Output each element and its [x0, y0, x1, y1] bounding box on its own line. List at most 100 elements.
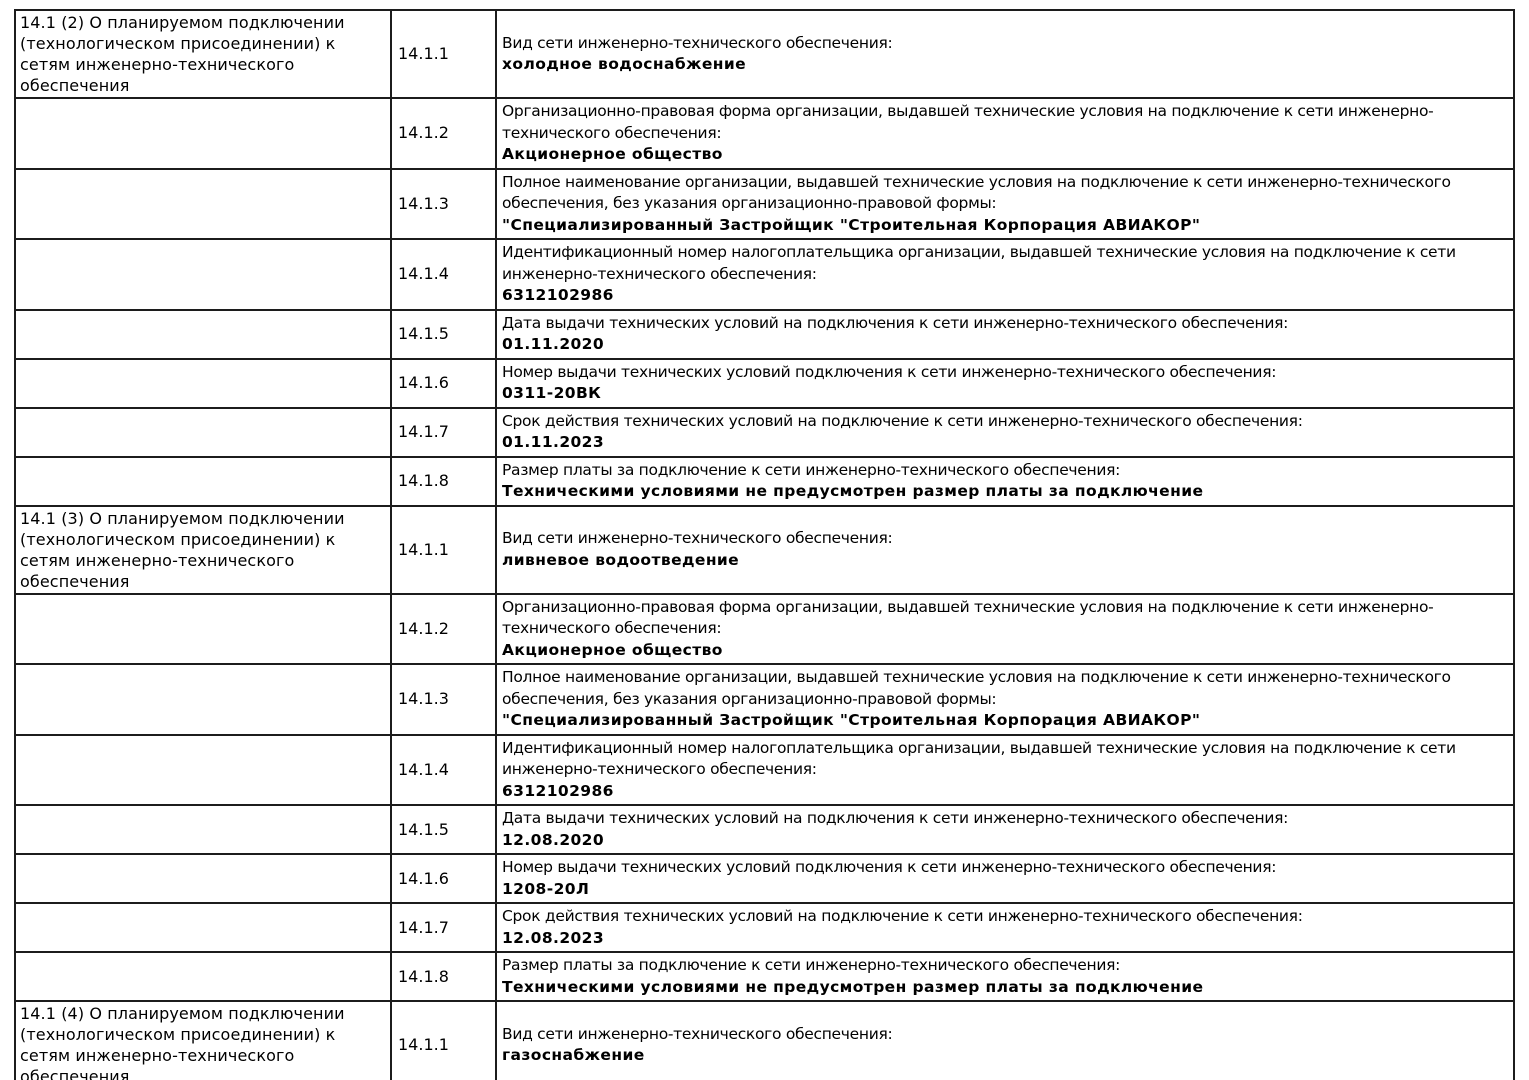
- item-label: Полное наименование организации, выдавше…: [502, 668, 1451, 708]
- section-title-cell: [14, 357, 392, 409]
- item-content-cell: Срок действия технических условий на под…: [495, 406, 1515, 458]
- item-label: Дата выдачи технических условий на подкл…: [502, 313, 1289, 332]
- item-content-cell: Полное наименование организации, выдавше…: [495, 167, 1515, 240]
- table-row: 14.1.2 Организационно-правовая форма орга…: [14, 97, 1515, 170]
- table-row: 14.1 (2) О планируемом подключении (техн…: [14, 9, 1515, 99]
- item-value: ливневое водоотведение: [502, 550, 740, 569]
- item-number-cell: 14.1.4: [390, 733, 497, 806]
- section-title-cell: [14, 167, 392, 240]
- item-number-cell: 14.1.2: [390, 97, 497, 170]
- item-value: 1208-20Л: [502, 879, 590, 898]
- section-title-cell: 14.1 (3) О планируемом подключении (техн…: [14, 504, 392, 595]
- item-number: 14.1.3: [398, 193, 449, 213]
- table-row: 14.1.6 Номер выдачи технических условий п…: [14, 357, 1515, 409]
- item-content-cell: Организационно-правовая форма организаци…: [495, 592, 1515, 665]
- item-value: 01.11.2020: [502, 335, 605, 353]
- item-value: 6312102986: [502, 781, 614, 800]
- section-title-cell: [14, 308, 392, 360]
- section-title-cell: [14, 97, 392, 170]
- item-label: Срок действия технических условий на под…: [502, 907, 1303, 925]
- item-value: 6312102986: [502, 286, 614, 304]
- item-number-cell: 14.1.6: [390, 853, 497, 904]
- item-content-cell: Вид сети инженерно-технического обеспече…: [495, 504, 1515, 595]
- item-number-cell: 14.1.1: [390, 9, 497, 99]
- table-row: 14.1.6 Номер выдачи технических условий п…: [14, 853, 1515, 904]
- item-content-cell: Идентификационный номер налогоплательщик…: [495, 238, 1515, 311]
- item-content-cell: Номер выдачи технических условий подключ…: [495, 357, 1515, 409]
- table-row: 14.1.4 Идентификационный номер налогоплат…: [14, 238, 1515, 311]
- table-body: 14.1 (2) О планируемом подключении (техн…: [14, 9, 1515, 1080]
- section-title-cell: [14, 733, 392, 806]
- item-number: 14.1.6: [398, 868, 449, 888]
- section-title-cell: 14.1 (4) О планируемом подключении (техн…: [14, 1000, 392, 1080]
- item-number-cell: 14.1.4: [390, 238, 497, 311]
- section-title: 14.1 (3) О планируемом подключении (техн…: [20, 508, 345, 591]
- item-label: Вид сети инженерно-технического обеспече…: [502, 529, 893, 547]
- table-row: 14.1.5 Дата выдачи технических условий на…: [14, 308, 1515, 360]
- section-title: 14.1 (2) О планируемом подключении (техн…: [20, 13, 345, 95]
- item-value: 12.08.2020: [502, 830, 605, 849]
- item-label: Размер платы за подключение к сети инжен…: [502, 956, 1121, 974]
- table-row: 14.1 (3) О планируемом подключении (техн…: [14, 504, 1515, 595]
- section-title-cell: [14, 238, 392, 311]
- table-row: 14.1.5 Дата выдачи технических условий на…: [14, 804, 1515, 855]
- item-label: Вид сети инженерно-технического обеспече…: [502, 1024, 893, 1043]
- item-number-cell: 14.1.1: [390, 1000, 497, 1080]
- item-number: 14.1.4: [398, 759, 449, 779]
- item-label: Номер выдачи технических условий подключ…: [502, 362, 1277, 381]
- item-number-cell: 14.1.7: [390, 902, 497, 953]
- item-number-cell: 14.1.8: [390, 951, 497, 1002]
- item-content-cell: Идентификационный номер налогоплательщик…: [495, 733, 1515, 806]
- table-row: 14.1.7 Срок действия технических условий …: [14, 902, 1515, 953]
- item-value: газоснабжение: [502, 1046, 645, 1064]
- item-number-cell: 14.1.1: [390, 504, 497, 595]
- item-value: 0311-20ВК: [502, 384, 602, 402]
- item-label: Дата выдачи технических условий на подкл…: [502, 809, 1289, 827]
- item-value: 01.11.2023: [502, 433, 605, 451]
- item-number-cell: 14.1.7: [390, 406, 497, 458]
- section-title-cell: 14.1 (2) О планируемом подключении (техн…: [14, 9, 392, 99]
- item-content-cell: Номер выдачи технических условий подключ…: [495, 853, 1515, 904]
- section-title-cell: [14, 902, 392, 953]
- item-label: Срок действия технических условий на под…: [502, 411, 1303, 430]
- item-number: 14.1.7: [398, 422, 449, 441]
- section-title-cell: [14, 455, 392, 507]
- table-row: 14.1.3 Полное наименование организации, в…: [14, 167, 1515, 240]
- item-number: 14.1.4: [398, 264, 449, 284]
- item-content-cell: Срок действия технических условий на под…: [495, 902, 1515, 953]
- item-number: 14.1.5: [398, 819, 449, 839]
- item-value: 12.08.2023: [502, 928, 605, 947]
- item-label: Размер платы за подключение к сети инжен…: [502, 460, 1121, 479]
- item-number-cell: 14.1.3: [390, 663, 497, 736]
- item-value: холодное водоснабжение: [502, 55, 747, 73]
- item-value: "Специализированный Застройщик "Строител…: [502, 711, 1201, 729]
- item-content-cell: Организационно-правовая форма организаци…: [495, 97, 1515, 170]
- item-number-cell: 14.1.6: [390, 357, 497, 409]
- item-number-cell: 14.1.8: [390, 455, 497, 507]
- item-value: Техническими условиями не предусмотрен р…: [502, 482, 1204, 500]
- table-row: 14.1.3 Полное наименование организации, в…: [14, 663, 1515, 736]
- item-label: Организационно-правовая форма организаци…: [502, 597, 1434, 638]
- item-number-cell: 14.1.3: [390, 167, 497, 240]
- item-number-cell: 14.1.5: [390, 308, 497, 360]
- item-content-cell: Размер платы за подключение к сети инжен…: [495, 455, 1515, 507]
- section-title-cell: [14, 853, 392, 904]
- item-content-cell: Дата выдачи технических условий на подкл…: [495, 308, 1515, 360]
- item-content-cell: Дата выдачи технических условий на подкл…: [495, 804, 1515, 855]
- section-title-cell: [14, 951, 392, 1002]
- item-value: Акционерное общество: [502, 640, 723, 659]
- item-number: 14.1.1: [398, 1035, 449, 1054]
- item-number-cell: 14.1.2: [390, 592, 497, 665]
- table-row: 14.1 (4) О планируемом подключении (техн…: [14, 1000, 1515, 1080]
- item-content-cell: Размер платы за подключение к сети инжен…: [495, 951, 1515, 1002]
- utility-connections-table: 14.1 (2) О планируемом подключении (техн…: [14, 9, 1515, 1080]
- item-label: Идентификационный номер налогоплательщик…: [502, 243, 1456, 283]
- section-title-cell: [14, 804, 392, 855]
- item-label: Вид сети инженерно-технического обеспече…: [502, 33, 893, 52]
- item-number: 14.1.6: [398, 373, 449, 392]
- item-number: 14.1.7: [398, 917, 449, 937]
- item-value: Техническими условиями не предусмотрен р…: [502, 977, 1204, 996]
- item-number: 14.1.5: [398, 324, 449, 343]
- item-content-cell: Вид сети инженерно-технического обеспече…: [495, 9, 1515, 99]
